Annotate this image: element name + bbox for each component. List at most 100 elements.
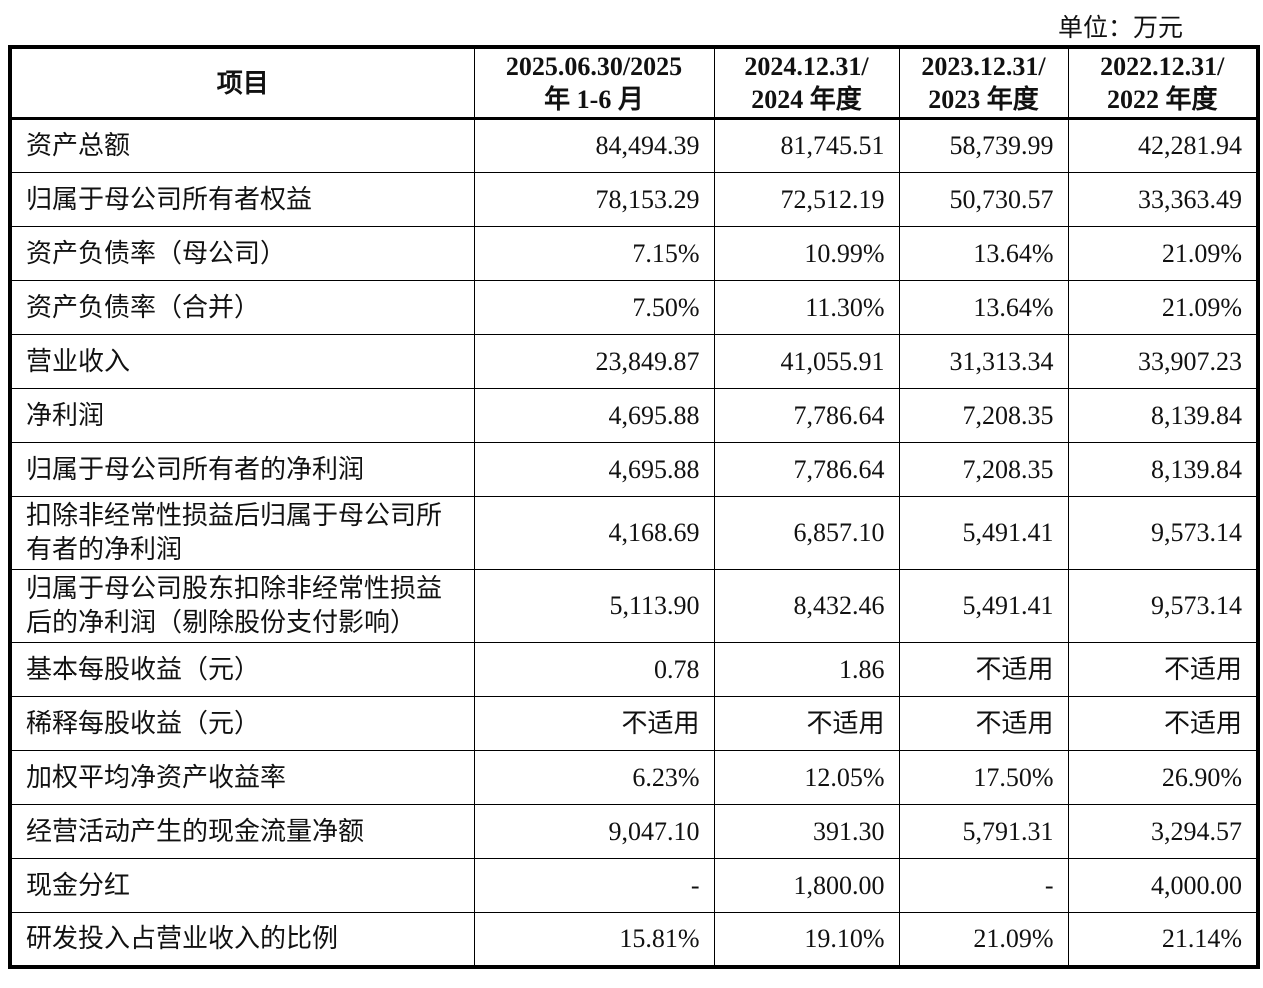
row-label: 资产总额 [9,118,475,173]
cell-value: 0.78 [473,642,715,697]
cell-value: 21.09% [1067,226,1259,281]
row-label: 经营活动产生的现金流量净额 [9,804,475,859]
cell-value: 7,786.64 [713,442,900,497]
header-row: 项目 2025.06.30/2025 年 1-6 月 2024.12.31/2024 … [9,46,1259,120]
header-line: 2023.12.31/ [921,52,1046,81]
table-row: 营业收入 23,849.87 41,055.91 31,313.34 33,907.23 [9,334,1259,389]
cell-value: 13.64% [898,226,1069,281]
cell-value: 21.09% [898,912,1069,967]
cell-value: 50,730.57 [898,172,1069,227]
table-row: 加权平均净资产收益率 6.23% 12.05% 17.50% 26.90% [9,750,1259,805]
cell-value: 6,857.10 [713,496,900,570]
cell-value: 4,000.00 [1067,858,1259,913]
header-line: 年 1-6 月 [544,85,644,114]
header-line: 2024.12.31/ [744,52,869,81]
cell-value: 5,791.31 [898,804,1069,859]
row-label: 归属于母公司所有者权益 [9,172,475,227]
cell-value: 7.50% [473,280,715,335]
column-header-period: 2025.06.30/2025 年 1-6 月 [473,46,715,120]
cell-value: 5,491.41 [898,569,1069,643]
cell-value: 不适用 [898,696,1069,751]
cell-value: 31,313.34 [898,334,1069,389]
cell-value: 5,113.90 [473,569,715,643]
row-label: 基本每股收益（元） [9,642,475,697]
cell-value: 58,739.99 [898,118,1069,173]
cell-value: 21.14% [1067,912,1259,967]
table-row: 归属于母公司所有者权益 78,153.29 72,512.19 50,730.57 33… [9,172,1259,227]
cell-value: 不适用 [473,696,715,751]
header-line: 2025.06.30/2025 [505,52,683,81]
cell-value: 8,139.84 [1067,388,1259,443]
row-label: 现金分红 [9,858,475,913]
cell-value: 15.81% [473,912,715,967]
cell-value: - [898,858,1069,913]
row-label: 资产负债率（母公司） [9,226,475,281]
table-row: 现金分红 -1,800.00-4,000.00 [9,858,1259,913]
cell-value: 41,055.91 [713,334,900,389]
cell-value: 4,695.88 [473,442,715,497]
table-body: 资产总额 84,494.39 81,745.51 58,739.99 42,281.94… [9,118,1259,967]
cell-value: 26.90% [1067,750,1259,805]
row-label: 加权平均净资产收益率 [9,750,475,805]
header-line: 2022 年度 [1106,85,1218,114]
cell-value: 11.30% [713,280,900,335]
table-row: 净利润 4,695.88 7,786.64 7,208.35 8,139.84 [9,388,1259,443]
cell-value: 3,294.57 [1067,804,1259,859]
row-label: 净利润 [9,388,475,443]
row-label: 归属于母公司所有者的净利润 [9,442,475,497]
cell-value: 12.05% [713,750,900,805]
cell-value: 不适用 [1067,642,1259,697]
row-label: 营业收入 [9,334,475,389]
cell-value: 9,573.14 [1067,569,1259,643]
table-row: 基本每股收益（元） 0.78 1.86 不适用 不适用 [9,642,1259,697]
cell-value: 5,491.41 [898,496,1069,570]
cell-value: 33,907.23 [1067,334,1259,389]
row-label: 稀释每股收益（元） [9,696,475,751]
table-row: 扣除非经常性损益后归属于母公司所有者的净利润 4,168.69 6,857.10 5,… [9,496,1259,570]
cell-value: 72,512.19 [713,172,900,227]
column-header-period: 2024.12.31/2024 年度 [713,46,900,120]
cell-value: 9,573.14 [1067,496,1259,570]
table-row: 资产负债率（母公司） 7.15% 10.99% 13.64% 21.09% [9,226,1259,281]
cell-value: 7,208.35 [898,442,1069,497]
row-label: 研发投入占营业收入的比例 [9,912,475,967]
cell-value: 81,745.51 [713,118,900,173]
cell-value: 23,849.87 [473,334,715,389]
cell-value: 1,800.00 [713,858,900,913]
cell-value: - [473,858,715,913]
table-row: 经营活动产生的现金流量净额 9,047.10 391.30 5,791.31 3,294… [9,804,1259,859]
cell-value: 7,208.35 [898,388,1069,443]
cell-value: 8,139.84 [1067,442,1259,497]
header-line: 项目 [216,68,269,98]
cell-value: 9,047.10 [473,804,715,859]
cell-value: 4,695.88 [473,388,715,443]
cell-value: 13.64% [898,280,1069,335]
table-row: 研发投入占营业收入的比例 15.81% 19.10% 21.09% 21.14% [9,912,1259,967]
financial-summary-table: 项目 2025.06.30/2025 年 1-6 月 2024.12.31/2024 … [8,45,1260,969]
cell-value: 1.86 [713,642,900,697]
cell-value: 7.15% [473,226,715,281]
table-row: 资产负债率（合并） 7.50% 11.30% 13.64% 21.09% [9,280,1259,335]
cell-value: 21.09% [1067,280,1259,335]
column-header-period: 2022.12.31/2022 年度 [1067,46,1259,120]
table-row: 归属于母公司所有者的净利润 4,695.88 7,786.64 7,208.35 8,1… [9,442,1259,497]
header-line: 2023 年度 [928,85,1039,114]
cell-value: 不适用 [713,696,900,751]
cell-value: 6.23% [473,750,715,805]
cell-value: 84,494.39 [473,118,715,173]
column-header-period: 2023.12.31/2023 年度 [898,46,1069,120]
table-row: 归属于母公司股东扣除非经常性损益后的净利润（剔除股份支付影响） 5,113.90 8… [9,569,1259,643]
cell-value: 33,363.49 [1067,172,1259,227]
cell-value: 391.30 [713,804,900,859]
cell-value: 4,168.69 [473,496,715,570]
cell-value: 7,786.64 [713,388,900,443]
cell-value: 不适用 [1067,696,1259,751]
table-row: 资产总额 84,494.39 81,745.51 58,739.99 42,281.94 [9,118,1259,173]
cell-value: 8,432.46 [713,569,900,643]
header-line: 2024 年度 [751,85,862,114]
unit-label: 单位：万元 [1057,15,1183,42]
cell-value: 10.99% [713,226,900,281]
cell-value: 78,153.29 [473,172,715,227]
cell-value: 42,281.94 [1067,118,1259,173]
column-header-item: 项目 [9,46,475,120]
